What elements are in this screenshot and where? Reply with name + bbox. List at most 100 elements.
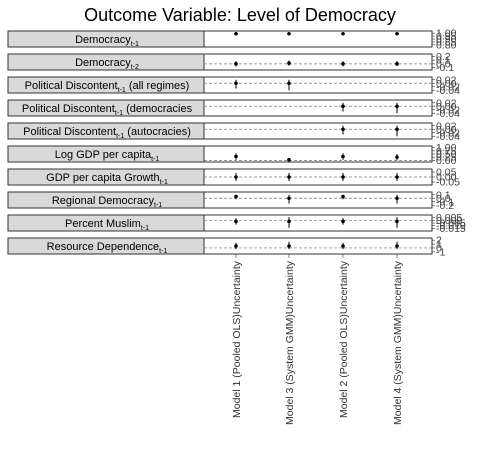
y-tick-label: 1.00: [436, 28, 457, 40]
panel-label-text: GDP per capita Growth: [46, 172, 160, 184]
panel-label-subscript: t-1: [116, 133, 124, 140]
y-tick-label: -0.05: [436, 177, 460, 189]
y-tick-label: -0.02: [436, 127, 460, 139]
panel-label-suffix: (autocracies): [124, 126, 191, 138]
panel-9: Resource Dependencet-1 210-1: [7, 235, 445, 258]
point-estimate: [234, 31, 238, 36]
panel-label: Log GDP per capitat-1: [55, 149, 160, 163]
point-estimate: [341, 244, 345, 248]
panel-6: GDP per capita Growtht-1 0.050.00-0.05: [7, 167, 460, 189]
point-estimate: [341, 62, 345, 66]
point-estimate: [341, 31, 345, 36]
y-tick-label: -0.02: [436, 81, 460, 93]
point-estimate: [234, 154, 238, 159]
panel-label-text: Political Discontent: [25, 80, 118, 92]
y-tick-label: 0.25: [436, 152, 457, 164]
point-estimate: [287, 31, 291, 36]
point-estimate: [395, 196, 399, 201]
y-tick-label: 0.02: [436, 97, 457, 109]
panel-label: Democracyt-1: [75, 34, 139, 48]
point-estimate: [234, 244, 238, 248]
y-tick-label: 0.00: [436, 101, 457, 113]
y-tick-label: 0.95: [436, 31, 457, 43]
panel-plot-area: [203, 99, 433, 117]
panel-label-suffix: (all regimes): [126, 80, 190, 92]
point-estimate: [395, 104, 399, 109]
panel-8: Percent Muslimt-1 0.0050.000-0.005-0.010-…: [7, 212, 466, 235]
panel-plot-area: [203, 76, 433, 94]
panel-7: Regional Democracyt-1 0.10.0-0.1-0.2: [7, 189, 454, 212]
y-tick-label: 0.2: [436, 51, 451, 63]
y-tick-label: 0.05: [436, 167, 457, 179]
y-tick-label: 1.00: [436, 142, 457, 154]
panel-4: Political Discontentt-1 (autocracies) 0.0…: [7, 120, 460, 143]
panel-label-subscript: t-1: [115, 110, 123, 117]
point-estimate: [341, 175, 345, 179]
panel-5: Log GDP per capitat-1 1.000.750.500.250.0…: [7, 142, 457, 167]
point-estimate: [287, 81, 291, 86]
point-estimate: [287, 219, 291, 224]
panel-label-subscript: t-1: [151, 156, 159, 163]
panels-layer: Democracyt-11.000.950.900.850.80Democrac…: [7, 28, 466, 258]
y-tick-label: -1: [436, 246, 445, 258]
panel-label-suffix: (democracies: [123, 103, 193, 115]
panel-label: Democracyt-2: [75, 57, 139, 71]
panel-label: Regional Democracyt-1: [52, 195, 162, 209]
point-estimate: [234, 62, 238, 66]
panel-2: Political Discontentt-1 (all regimes) 0.0…: [7, 74, 460, 97]
point-estimate: [287, 157, 291, 162]
panel-label-subscript: t-1: [160, 179, 168, 186]
point-estimate: [234, 175, 238, 179]
x-tick-label: Model 4 (System GMM)Uncertainty: [392, 260, 404, 425]
point-estimate: [341, 127, 345, 132]
point-estimate: [341, 154, 345, 159]
panel-label: Political Discontentt-1 (democracies: [22, 103, 193, 117]
panel-plot-area: [203, 122, 433, 140]
y-tick-label: 0.1: [436, 55, 451, 67]
point-estimate: [395, 219, 399, 224]
y-tick-label: 0.90: [436, 34, 457, 46]
panel-label-subscript: t-1: [141, 225, 149, 232]
panel-label: Political Discontentt-1 (all regimes): [25, 80, 190, 94]
point-estimate: [234, 219, 238, 224]
point-estimate: [341, 219, 345, 224]
panel-label-subscript: t-1: [154, 202, 162, 209]
panel-label-subscript: t-1: [159, 248, 167, 255]
panel-label: Percent Muslimt-1: [65, 218, 149, 232]
y-tick-label: 0.00: [436, 155, 457, 167]
panel-label-subscript: t-1: [131, 41, 139, 48]
point-estimate: [395, 244, 399, 248]
panel-label-text: Percent Muslim: [65, 218, 141, 230]
y-tick-label: 0: [436, 242, 442, 254]
y-tick-label: -0.1: [436, 196, 454, 208]
panel-plot-area: [203, 214, 433, 232]
panel-label-text: Resource Dependence: [47, 241, 160, 253]
y-tick-label: 0.02: [436, 74, 457, 86]
x-tick-label: Model 2 (Pooled OLS)Uncertainty: [338, 260, 350, 418]
x-tick-label: Model 3 (System GMM)Uncertainty: [284, 260, 296, 425]
point-estimate: [287, 61, 291, 65]
y-tick-label: -0.02: [436, 104, 460, 116]
y-tick-label: 0.00: [436, 78, 457, 90]
panel-label-text: Political Discontent: [22, 103, 115, 115]
y-tick-label: -0.04: [436, 108, 460, 120]
y-tick-label: 0.00: [436, 172, 457, 184]
panel-label-text: Regional Democracy: [52, 195, 155, 207]
y-tick-label: -0.04: [436, 131, 460, 143]
y-tick-label: 0.02: [436, 120, 457, 132]
point-estimate: [287, 175, 291, 179]
x-axis: Model 1 (Pooled OLS)Uncertainty Model 3 (…: [231, 254, 404, 425]
point-estimate: [287, 196, 291, 201]
y-tick-label: -0.04: [436, 85, 460, 97]
panel-label-text: Political Discontent: [23, 126, 116, 138]
y-tick-label: 0.005: [436, 212, 462, 224]
point-estimate: [395, 155, 399, 159]
point-estimate: [341, 104, 345, 109]
y-tick-label: 0.1: [436, 189, 451, 201]
panel-plot-area: [203, 145, 433, 163]
panel-label-subscript: t-1: [118, 87, 126, 94]
y-tick-label: 0.0: [436, 58, 451, 70]
y-tick-label: 0.80: [436, 39, 457, 51]
panel-label-text: Democracy: [75, 57, 131, 69]
